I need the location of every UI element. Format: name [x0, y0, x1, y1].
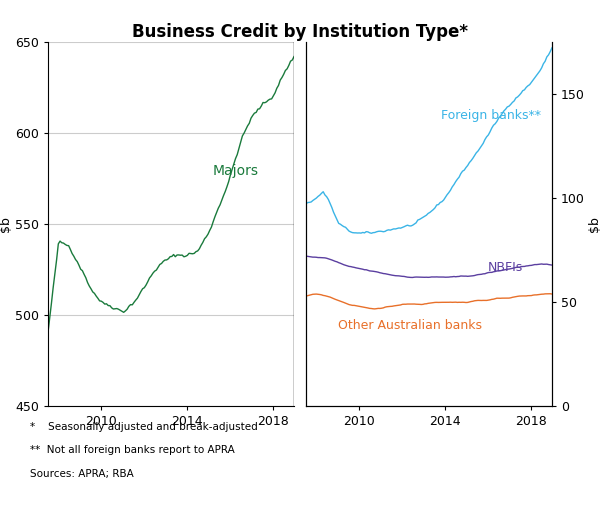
Y-axis label: $b: $b	[587, 216, 600, 232]
Text: Business Credit by Institution Type*: Business Credit by Institution Type*	[132, 23, 468, 42]
Text: Sources: APRA; RBA: Sources: APRA; RBA	[30, 469, 134, 479]
Text: NBFIs: NBFIs	[488, 261, 523, 274]
Text: *    Seasonally adjusted and break-adjusted: * Seasonally adjusted and break-adjusted	[30, 422, 258, 432]
Text: Majors: Majors	[213, 164, 259, 178]
Text: **  Not all foreign banks report to APRA: ** Not all foreign banks report to APRA	[30, 445, 235, 455]
Text: Other Australian banks: Other Australian banks	[338, 319, 482, 332]
Y-axis label: $b: $b	[0, 216, 12, 232]
Text: Foreign banks**: Foreign banks**	[441, 109, 541, 122]
